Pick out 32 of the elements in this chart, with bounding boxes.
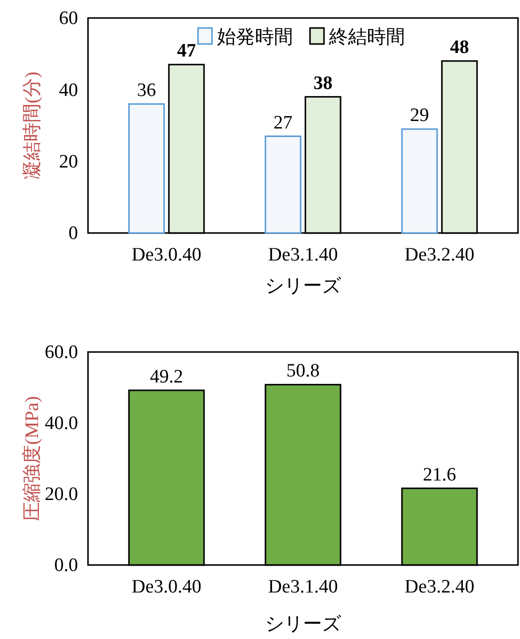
x-tick-label: De3.0.40 <box>132 576 202 598</box>
y-tick-label: 20.0 <box>44 484 78 506</box>
x-tick-label: De3.0.40 <box>132 244 202 266</box>
data-label: 36 <box>137 80 156 101</box>
y-axis-title: 圧縮強度(MPa) <box>21 396 43 521</box>
x-axis-title: シリーズ <box>265 614 342 635</box>
data-label: 50.8 <box>286 360 320 382</box>
legend-label: 始発時間 <box>217 27 293 48</box>
data-label: 21.6 <box>422 464 456 486</box>
data-label: 38 <box>313 72 332 94</box>
y-tick-label: 60 <box>59 8 78 30</box>
x-tick-label: De3.2.40 <box>404 244 474 266</box>
x-tick-label: De3.1.40 <box>268 576 338 598</box>
x-tick-label: De3.1.40 <box>268 244 338 266</box>
data-label: 47 <box>176 40 196 62</box>
bar <box>264 136 302 234</box>
data-label: 49.2 <box>150 366 184 388</box>
bar <box>128 103 165 234</box>
y-tick-label: 40.0 <box>44 413 78 434</box>
data-label: 27 <box>274 112 293 134</box>
x-axis-title: シリーズ <box>265 276 342 297</box>
data-label: 29 <box>410 105 430 126</box>
x-tick-label: De3.2.40 <box>404 576 474 598</box>
y-tick-label: 60.0 <box>44 342 78 364</box>
y-tick-label: 0 <box>68 223 78 244</box>
data-label: 48 <box>450 37 469 58</box>
y-tick-label: 0.0 <box>54 555 78 576</box>
y-tick-label: 20 <box>59 151 78 172</box>
bar <box>401 128 438 234</box>
legend-label: 終結時間 <box>328 27 405 48</box>
y-axis-title: 凝結時間(分) <box>22 72 43 180</box>
y-tick-label: 40 <box>59 80 78 101</box>
